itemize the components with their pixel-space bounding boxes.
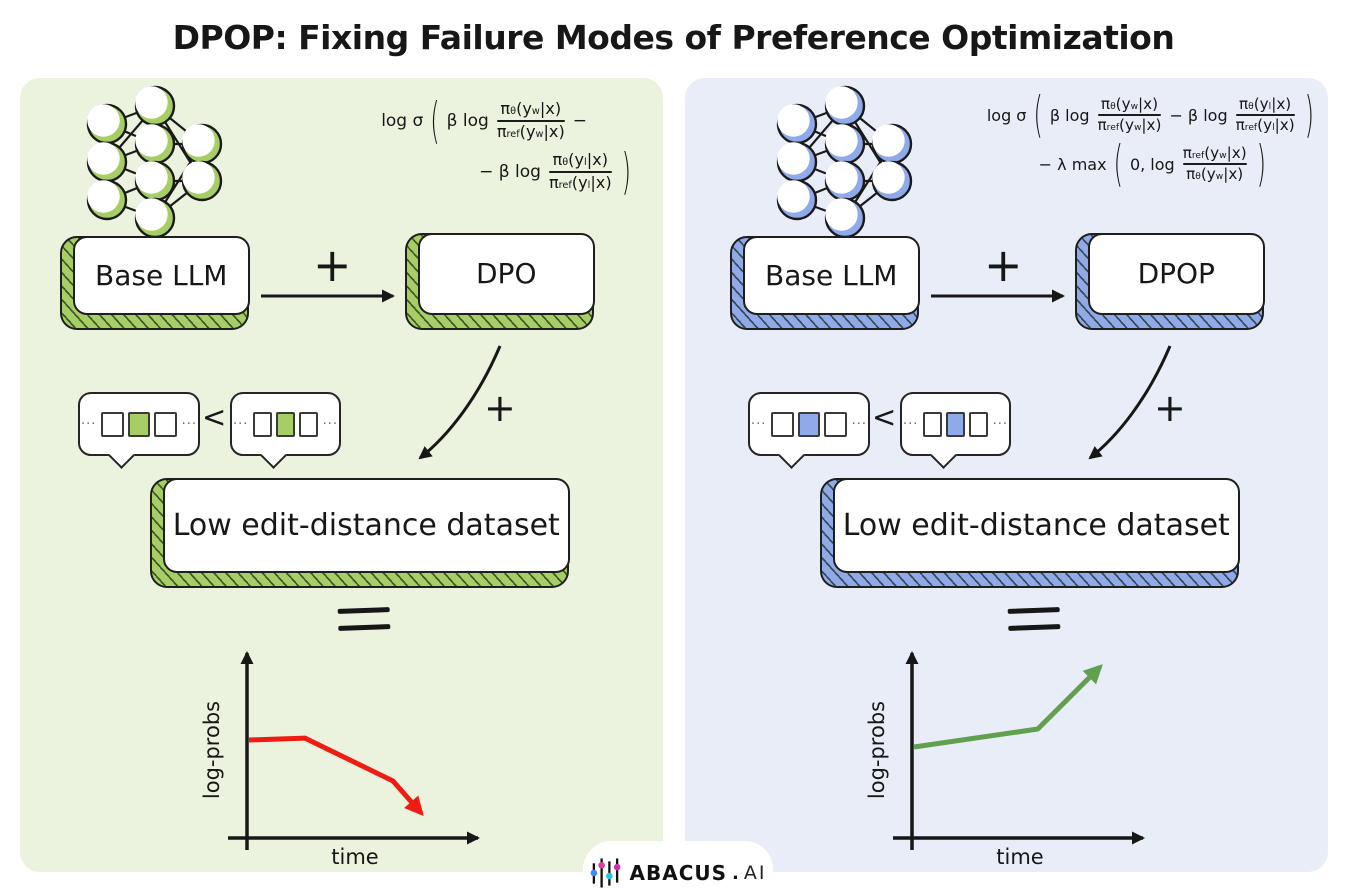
formula-token: log σ xyxy=(986,105,1027,125)
token-square xyxy=(101,411,124,437)
dataset-label: Low edit-distance dataset xyxy=(833,477,1240,573)
dpo-panel: log σ ( β log π θ (y w |x) π ref (y w |x) − − β l… xyxy=(20,78,663,872)
formula-token: − λ max xyxy=(1038,154,1107,174)
fraction: π θ (y w |x) π ref (y w |x) xyxy=(1097,95,1162,135)
fraction: π θ (y w |x) π ref (y w |x) xyxy=(496,99,565,141)
token-square xyxy=(968,411,988,437)
neural-network-icon xyxy=(86,85,223,239)
base-llm-label: Base LLM xyxy=(73,235,250,315)
less-than-sign: < xyxy=(202,400,227,434)
dataset-box: Low edit-distance dataset xyxy=(820,477,1240,588)
base-llm-label: Base LLM xyxy=(743,235,920,315)
close-paren: ) xyxy=(1304,86,1314,145)
open-paren: ( xyxy=(430,91,440,150)
arrow-right-icon xyxy=(931,289,1065,303)
dpop-logprobs-plot: log-probs time xyxy=(865,651,1145,869)
y-axis-label: log-probs xyxy=(200,701,224,799)
formula-line-2: − β log π θ (y l |x) π ref (y l |x) ) xyxy=(479,143,633,200)
brand-name: ABACUS xyxy=(629,861,728,885)
x-axis-label: time xyxy=(996,845,1043,869)
token-square xyxy=(771,411,794,437)
arrow-right-icon xyxy=(261,289,395,303)
dpop-panel: log σ ( β log π θ (y w |x) π ref (y w |x) − β log… xyxy=(685,78,1328,872)
ellipsis: ··· xyxy=(322,416,339,432)
dpo-logprobs-plot: log-probs time xyxy=(200,651,480,869)
formula-token: − β log xyxy=(1169,105,1228,125)
dpo-label: DPO xyxy=(418,232,595,315)
token-square xyxy=(253,411,273,437)
plus-sign: + xyxy=(984,238,1023,292)
ellipsis: ··· xyxy=(751,416,767,432)
x-axis-label: time xyxy=(331,845,378,869)
ellipsis: ··· xyxy=(233,416,249,432)
token-square xyxy=(298,411,318,437)
token-square-highlight xyxy=(276,411,295,437)
curved-arrow-icon xyxy=(418,345,502,460)
equals-icon xyxy=(1007,607,1061,631)
plus-sign: + xyxy=(1154,386,1186,430)
formula-token: β log xyxy=(446,110,489,131)
bubble-tail xyxy=(930,441,957,469)
dpo-box: DPO xyxy=(405,232,595,330)
formula-token: − β log xyxy=(479,161,541,182)
formula-line-1: log σ ( β log π θ (y w |x) π ref (y w |x) − β log… xyxy=(986,87,1316,144)
neural-network-icon xyxy=(776,85,913,239)
ellipsis: ··· xyxy=(851,416,867,432)
rejected-response-bubble: ··· ··· xyxy=(230,392,341,469)
base-llm-box: Base LLM xyxy=(60,235,250,330)
fraction: π θ (y l |x) π ref (y l |x) xyxy=(1235,95,1295,135)
plus-sign: + xyxy=(313,238,352,292)
less-than-sign: < xyxy=(872,400,897,434)
formula-line-1: log σ ( β log π θ (y w |x) π ref (y w |x) − xyxy=(381,92,587,149)
brand-suffix: AI xyxy=(743,862,767,884)
ellipsis: ··· xyxy=(181,416,197,432)
formula-token: log σ xyxy=(381,110,424,131)
dpop-loss-formula: log σ ( β log π θ (y w |x) π ref (y w |x) − β log… xyxy=(986,87,1316,193)
open-paren: ( xyxy=(1033,86,1043,145)
fraction: π ref (y w |x) π θ (y w |x) xyxy=(1182,143,1247,184)
token-square-highlight xyxy=(127,411,151,437)
token-square-highlight xyxy=(797,411,821,437)
plus-sign: + xyxy=(484,386,516,430)
fraction: π θ (y l |x) π ref (y l |x) xyxy=(548,150,612,192)
bubble-tail xyxy=(108,441,135,469)
declining-line xyxy=(248,735,424,817)
dpop-box: DPOP xyxy=(1075,232,1265,330)
close-paren: ) xyxy=(621,143,631,201)
token-square xyxy=(824,411,847,437)
equals-icon xyxy=(337,607,391,631)
abacus-logo-icon xyxy=(590,858,620,888)
base-llm-box: Base LLM xyxy=(730,235,920,330)
dataset-box: Low edit-distance dataset xyxy=(150,477,570,588)
dpo-loss-formula: log σ ( β log π θ (y w |x) π ref (y w |x) − − β l… xyxy=(381,92,633,201)
preferred-response-bubble: ··· ··· xyxy=(78,392,200,469)
rejected-response-bubble: ··· ··· xyxy=(900,392,1011,469)
formula-token: 0, log xyxy=(1129,154,1175,174)
formula-token: − xyxy=(572,110,587,131)
ellipsis: ··· xyxy=(903,416,919,432)
token-square xyxy=(923,411,943,437)
dataset-label: Low edit-distance dataset xyxy=(163,477,570,573)
open-paren: ( xyxy=(1113,135,1123,194)
formula-line-2: − λ max ( 0, log π ref (y w |x) π θ (y w |x) ) xyxy=(1038,136,1268,193)
bubble-tail xyxy=(260,441,287,469)
ellipsis: ··· xyxy=(992,416,1009,432)
formula-token: β log xyxy=(1049,105,1090,125)
bubble-tail xyxy=(778,441,805,469)
preferred-response-bubble: ··· ··· xyxy=(748,392,870,469)
close-paren: ) xyxy=(1256,135,1266,194)
brand-dot: . xyxy=(732,862,739,884)
page-title: DPOP: Fixing Failure Modes of Preference… xyxy=(172,18,1175,57)
curved-arrow-icon xyxy=(1088,345,1172,460)
y-axis-label: log-probs xyxy=(865,701,889,799)
dpop-label: DPOP xyxy=(1088,232,1265,315)
abacus-logo: ABACUS. AI xyxy=(583,841,773,894)
ellipsis: ··· xyxy=(81,416,97,432)
rising-line xyxy=(913,664,1103,750)
token-square-highlight xyxy=(946,411,965,437)
token-square xyxy=(154,411,177,437)
